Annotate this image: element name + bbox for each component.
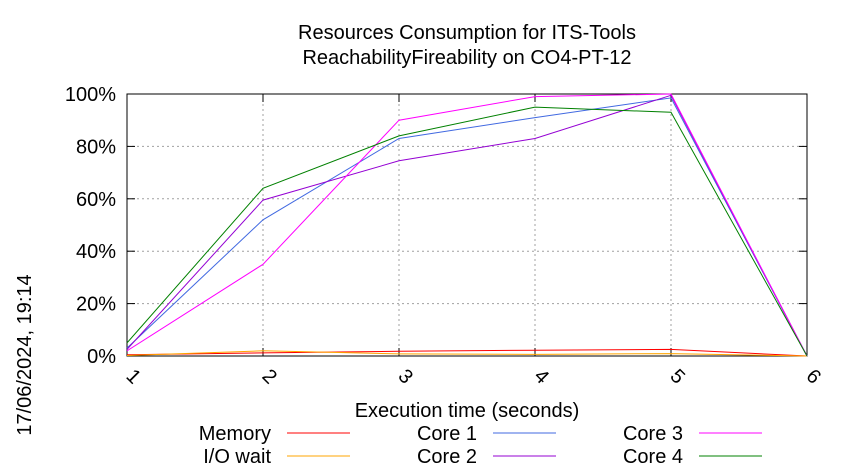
plot-frame	[126, 93, 808, 357]
y-tick-label: 20%	[76, 294, 116, 316]
legend-label-core-3: Core 3	[623, 423, 683, 445]
y-tick-label: 60%	[76, 189, 116, 211]
x-tick-label: 5	[666, 365, 689, 388]
x-tick-label: 1	[122, 365, 145, 388]
series-lines	[126, 93, 808, 357]
legend-label-i-o-wait: I/O wait	[203, 446, 271, 468]
x-axis-label: Execution time (seconds)	[355, 400, 580, 422]
x-tick-label: 3	[394, 365, 417, 388]
x-tick-label: 6	[802, 365, 825, 388]
legend-label-core-2: Core 2	[417, 446, 477, 468]
x-tick-label: 2	[258, 365, 281, 388]
series-line-core-2	[126, 94, 808, 357]
series-line-core-3	[126, 93, 808, 357]
legend-label-memory: Memory	[199, 423, 271, 445]
chart-subtitle: ReachabilityFireability on CO4-PT-12	[302, 47, 631, 69]
axes: 0% 20% 40% 60% 80% 100% 1 2 3 4 5 6	[65, 84, 825, 388]
y-tick-label: 100%	[65, 84, 116, 106]
series-line-i-o-wait	[126, 350, 808, 357]
y-tick-label: 80%	[76, 136, 116, 158]
x-tick-label: 4	[530, 365, 553, 388]
y-tick-label: 40%	[76, 241, 116, 263]
series-line-memory	[126, 348, 808, 357]
side-timestamp-label: 17/06/2024, 19:14	[14, 274, 36, 435]
legend-label-core-4: Core 4	[623, 446, 683, 468]
series-line-core-1	[126, 97, 808, 357]
grid-lines	[127, 94, 807, 356]
series-line-core-4	[126, 106, 808, 357]
chart-title: Resources Consumption for ITS-Tools	[298, 22, 636, 44]
legend-label-core-1: Core 1	[417, 423, 477, 445]
y-tick-label: 0%	[87, 346, 116, 368]
